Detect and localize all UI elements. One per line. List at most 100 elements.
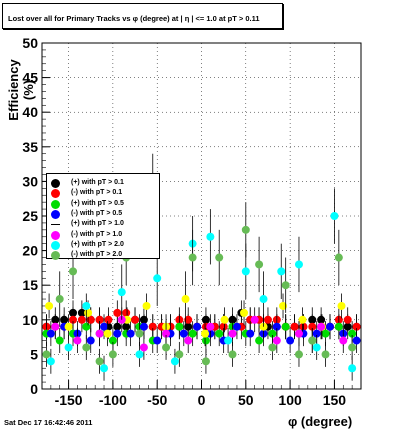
data-point: [77, 315, 86, 324]
data-point: [64, 322, 73, 331]
data-point: [142, 301, 151, 310]
data-point: [108, 336, 117, 345]
data-point: [294, 260, 303, 269]
legend-label: (+) with pT > 0.1: [71, 179, 124, 186]
y-tick-label: 10: [22, 312, 38, 328]
y-tick-label: 25: [22, 208, 38, 224]
data-point: [286, 336, 295, 345]
data-point: [241, 225, 250, 234]
data-point: [268, 343, 277, 352]
data-point: [139, 343, 148, 352]
data-point: [64, 343, 73, 352]
data-point: [343, 315, 352, 324]
data-point: [334, 322, 343, 331]
legend-item: (+) with pT > 2.0: [47, 240, 161, 251]
x-tick-label: 150: [323, 392, 347, 408]
data-point: [220, 315, 229, 324]
x-axis-label: φ (degree): [288, 414, 353, 429]
data-point: [321, 350, 330, 359]
data-point: [73, 336, 82, 345]
x-tick-label: 50: [238, 392, 254, 408]
legend-label: (-) with pT > 1.0: [71, 230, 123, 238]
x-tick-label: 100: [278, 392, 302, 408]
data-point: [240, 308, 249, 317]
data-point: [170, 357, 179, 366]
chart-title: Lost over all for Primary Tracks vs φ (d…: [8, 14, 260, 23]
legend-marker: [51, 179, 60, 188]
data-point: [255, 336, 264, 345]
legend-label: (-) with pT > 0.5: [71, 209, 123, 217]
data-point: [153, 274, 162, 283]
data-point: [139, 322, 148, 331]
data-point: [113, 308, 122, 317]
data-point: [162, 343, 171, 352]
data-point: [206, 322, 215, 331]
data-point: [100, 364, 109, 373]
data-point: [82, 301, 91, 310]
data-point: [162, 329, 171, 338]
data-point: [86, 336, 95, 345]
data-point: [184, 336, 193, 345]
legend-label: (+) with pT > 2.0: [71, 240, 124, 248]
legend-marker: [51, 240, 60, 250]
data-point: [103, 329, 112, 338]
data-point: [298, 315, 307, 324]
legend-item: (+) with pT > 1.0: [47, 219, 161, 230]
data-point: [122, 308, 131, 317]
data-point: [339, 336, 348, 345]
data-point: [281, 281, 290, 290]
data-point: [179, 329, 188, 338]
data-point: [55, 336, 64, 345]
legend-label: (-) with pT > 0.1: [71, 189, 123, 197]
y-axis-label: Efficiency (%): [6, 59, 36, 121]
data-point: [46, 357, 55, 366]
legend-marker: [51, 209, 60, 219]
legend-marker: [51, 251, 60, 261]
data-point: [100, 322, 109, 331]
data-point: [131, 315, 140, 324]
y-tick-label: 20: [22, 243, 38, 259]
data-point: [95, 329, 104, 338]
data-point: [232, 322, 241, 331]
data-point: [325, 322, 334, 331]
data-point: [294, 350, 303, 359]
data-point: [277, 267, 286, 276]
data-point: [259, 295, 268, 304]
data-point: [104, 315, 113, 324]
data-point: [113, 329, 122, 338]
x-tick-label: -150: [55, 392, 83, 408]
legend-item: (-) with pT > 2.0: [47, 250, 161, 261]
legend-marker: [51, 230, 60, 240]
data-point: [148, 322, 157, 331]
data-point: [126, 329, 135, 338]
data-point: [263, 315, 272, 324]
data-point: [308, 336, 317, 345]
legend-label: (-) with pT > 2.0: [71, 251, 123, 259]
data-point: [290, 322, 299, 331]
x-tick-label: -50: [147, 392, 167, 408]
data-point: [281, 322, 290, 331]
data-point: [255, 260, 264, 269]
data-point: [95, 357, 104, 366]
data-point: [82, 322, 91, 331]
data-point: [312, 329, 321, 338]
legend: (+) with pT > 0.1 (-) with pT > 0.1 (+) wi…: [46, 173, 161, 261]
data-point: [317, 322, 326, 331]
data-point: [51, 322, 60, 331]
y-tick-label: 50: [22, 35, 38, 51]
data-point: [184, 315, 193, 324]
data-point: [153, 336, 162, 345]
data-point: [201, 336, 210, 345]
data-point: [312, 343, 321, 352]
data-point: [42, 350, 51, 359]
data-point: [135, 350, 144, 359]
y-tick-label: 45: [22, 70, 38, 86]
legend-item: (+) with pT > 0.1: [47, 178, 161, 189]
data-point: [330, 212, 339, 220]
data-point: [46, 329, 55, 338]
x-tick-label: 0: [198, 392, 206, 408]
legend-marker: [51, 224, 60, 226]
data-point: [193, 322, 202, 331]
data-point: [246, 329, 255, 338]
